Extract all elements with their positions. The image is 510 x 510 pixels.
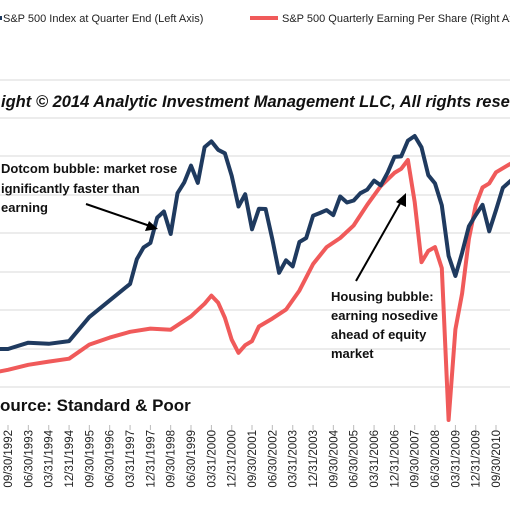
x-axis-tick-label: 03/31/2009 xyxy=(450,430,462,488)
x-axis-tick-label: 09/30/1995 xyxy=(84,430,96,488)
source-note: ource: Standard & Poor xyxy=(0,396,191,415)
annotation-housing-line4: market xyxy=(331,346,374,361)
annotation-housing: Housing bubble: earning nosedive ahead o… xyxy=(331,193,438,361)
series-line-sp500-index xyxy=(0,134,510,351)
annotation-dotcom: Dotcom bubble: market rose ignificantly … xyxy=(1,161,177,231)
legend: S&P 500 Index at Quarter End (Left Axis)… xyxy=(0,13,510,25)
x-axis-tick-label: 06/30/1993 xyxy=(23,430,35,488)
x-axis-tick-label: 09/30/1992 xyxy=(3,430,15,488)
x-axis-tick-label: 09/30/1998 xyxy=(166,430,178,488)
x-axis-tick-label: 06/30/1999 xyxy=(186,430,198,488)
annotation-housing-line1: Housing bubble: xyxy=(331,289,434,304)
annotation-dotcom-arrowhead xyxy=(145,221,158,231)
legend-label-sp500-index: S&P 500 Index at Quarter End (Left Axis) xyxy=(3,13,203,25)
x-axis-tick-labels: 09/30/1992 06/30/1993 03/31/1994 12/31/1994… xyxy=(3,429,503,487)
x-axis-tick-label: 09/30/2010 xyxy=(491,430,503,488)
series-line-sp500-eps xyxy=(0,158,510,422)
annotation-dotcom-line2: ignificantly faster than xyxy=(1,181,140,196)
annotation-dotcom-arrow xyxy=(85,203,151,227)
x-axis-tick-label: 03/31/1994 xyxy=(44,429,56,487)
x-axis-tick-label: 12/31/1994 xyxy=(64,429,76,487)
x-axis-tick-label: 09/30/2007 xyxy=(410,430,422,488)
copyright-notice: ight © 2014 Analytic Investment Manageme… xyxy=(1,93,510,111)
x-axis-tick-label: 12/31/2003 xyxy=(308,430,320,488)
annotation-dotcom-line1: Dotcom bubble: market rose xyxy=(1,161,177,176)
x-axis-tick-label: 09/30/2004 xyxy=(328,429,340,487)
x-axis-tick-label: 12/31/2009 xyxy=(471,430,483,488)
x-axis-tick-label: 03/31/2003 xyxy=(288,430,300,488)
gridlines xyxy=(0,79,510,388)
annotation-housing-arrow xyxy=(355,199,403,282)
legend-label-sp500-eps: S&P 500 Quarterly Earning Per Share (Rig… xyxy=(282,13,510,25)
x-axis-tick-label: 09/30/2001 xyxy=(247,430,259,488)
annotation-dotcom-line3: earning xyxy=(1,200,48,215)
x-axis-ticks xyxy=(7,425,497,430)
annotation-housing-line2: earning nosedive xyxy=(331,308,438,323)
annotation-housing-line3: ahead of equity xyxy=(331,327,427,342)
x-axis-tick-label: 03/31/2000 xyxy=(206,430,218,488)
annotation-housing-arrowhead xyxy=(396,193,406,207)
x-axis-tick-label: 06/30/2005 xyxy=(349,430,361,488)
x-axis-tick-label: 06/30/2002 xyxy=(267,430,279,488)
x-axis-tick-label: 12/31/2006 xyxy=(389,430,401,488)
x-axis-tick-label: 12/31/1997 xyxy=(145,430,157,488)
x-axis-tick-label: 03/31/2006 xyxy=(369,430,381,488)
x-axis-tick-label: 06/30/1996 xyxy=(105,430,117,488)
x-axis-tick-label: 03/31/1997 xyxy=(125,430,137,488)
x-axis-tick-label: 12/31/2000 xyxy=(227,430,239,488)
x-axis-tick-label: 06/30/2008 xyxy=(430,430,442,488)
